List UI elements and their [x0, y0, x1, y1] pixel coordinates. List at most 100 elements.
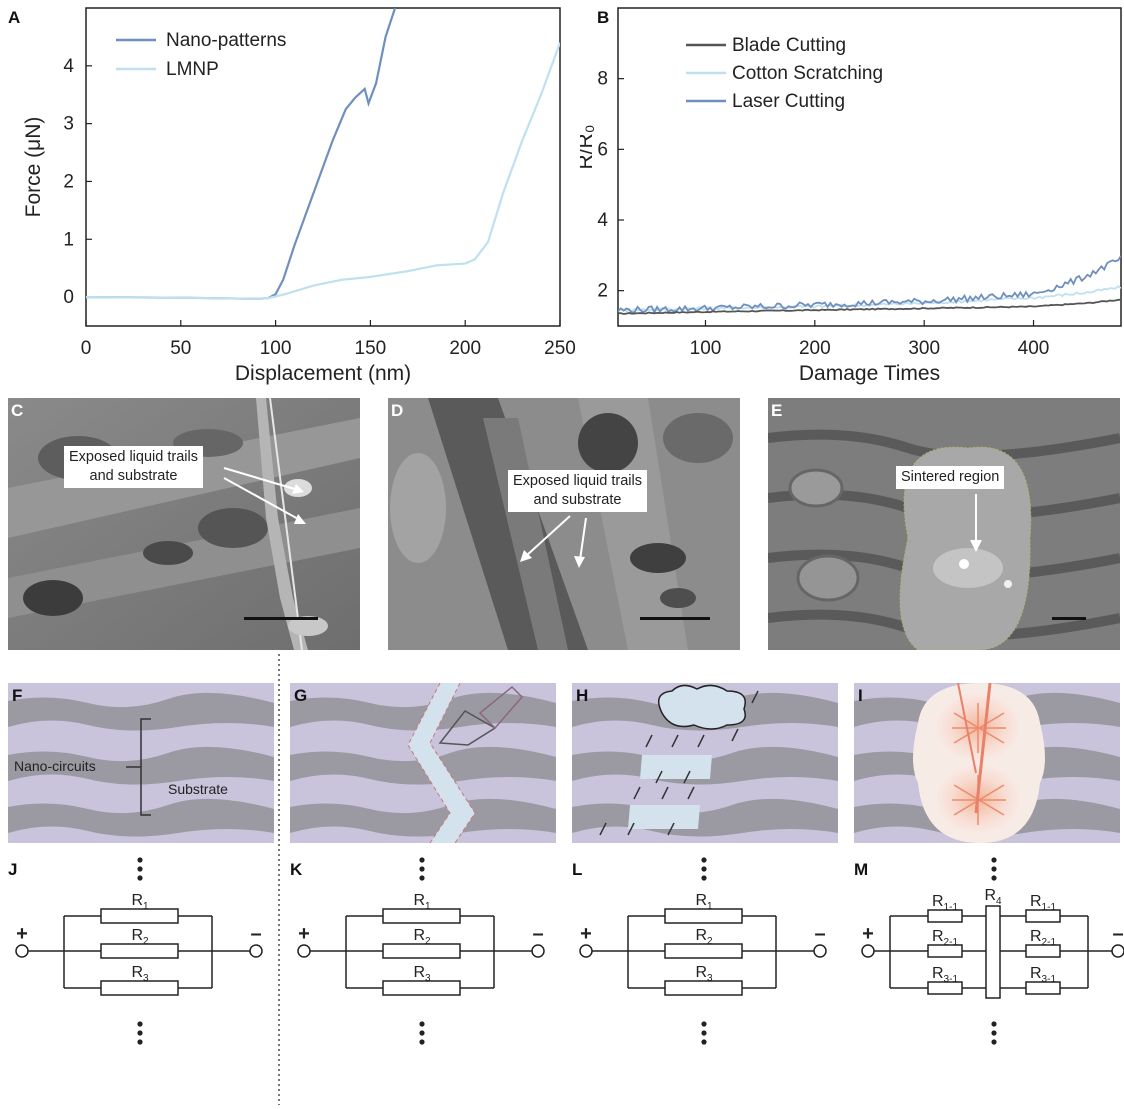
panel-label-m: M: [854, 860, 869, 879]
ellipsis-dots-bottom: [419, 1021, 425, 1027]
chart-a: 0 50 100 150 200 250 0 1 2 3 4 Displacement (nm) For…: [22, 7, 576, 385]
y-tick-label-a: 0: [63, 287, 74, 308]
ellipsis-dots-top: [701, 857, 707, 863]
schematic-f-stripes: [8, 692, 274, 837]
x-tick-label-b: 100: [690, 338, 722, 359]
micrograph-e-image: [768, 398, 1120, 650]
micrograph-e: Sintered region E: [768, 398, 1120, 650]
schematic-g: G: [290, 683, 556, 843]
schematic-i: I: [854, 683, 1120, 843]
ellipsis-dots-bottom: [137, 1030, 143, 1036]
terminal-positive: [297, 944, 311, 958]
y-axis-label-a: Force (μN): [22, 117, 45, 218]
dotted-divider: [278, 654, 280, 1105]
ellipsis-dots-bottom: [991, 1030, 997, 1036]
y-tick-label-b: 2: [597, 281, 608, 302]
ellipsis-dots-bottom: [419, 1030, 425, 1036]
x-tick-label-b: 300: [908, 338, 940, 359]
legend-label-b-0: Blade Cutting: [732, 35, 846, 56]
y-axis-label-b: R/R₀: [580, 125, 597, 170]
terminal-negative: [531, 944, 545, 958]
minus-sign: –: [814, 923, 825, 945]
minus-sign: –: [532, 923, 543, 945]
series-line-b-2: [618, 255, 1121, 315]
ellipsis-dots-bottom: [137, 1039, 143, 1045]
legend-label-b-2: Laser Cutting: [732, 91, 845, 112]
callout-c: Exposed liquid trails and substrate: [64, 446, 203, 488]
legend-label-a-1: LMNP: [166, 59, 219, 80]
resistor-right: [1025, 944, 1061, 958]
panel-label-h: H: [576, 686, 589, 705]
x-tick-label-a: 50: [170, 338, 191, 359]
x-tick-label-b: 400: [1018, 338, 1050, 359]
panel-label-l: L: [572, 860, 583, 879]
micrograph-c: Exposed liquid trails and substrate C: [8, 398, 360, 650]
schematic-i-image: [854, 683, 1120, 843]
ellipsis-dots-top: [137, 875, 143, 881]
panel-label-c: C: [11, 401, 24, 420]
resistor-center: [985, 905, 1001, 999]
resistor-left: [927, 981, 963, 995]
resistor-left: [927, 944, 963, 958]
ellipsis-dots-top: [419, 875, 425, 881]
circuit-k: R1 R2 R3 + –: [290, 848, 556, 1048]
resistor: [664, 943, 743, 959]
substrate-label: Substrate: [168, 781, 228, 797]
plot-frame-a: [85, 7, 561, 327]
circuit-j: R1 R2 R3 + –: [8, 848, 274, 1048]
circuit-m: R1-1 R1-1 R2-1 R2-1 R3-1 R3-1 R4 + –: [854, 848, 1124, 1048]
callout-e: Sintered region: [896, 466, 1005, 489]
x-tick-label-a: 200: [449, 338, 481, 359]
callout-e-arrow: [970, 494, 982, 552]
panel-label-d: D: [391, 401, 404, 420]
legend-label-a-0: Nano-patterns: [166, 30, 286, 51]
ellipsis-dots-bottom: [701, 1039, 707, 1045]
panel-label-k: K: [290, 860, 303, 879]
resistor: [100, 943, 179, 959]
x-tick-label-a: 100: [260, 338, 292, 359]
y-tick-label-b: 4: [597, 210, 608, 231]
terminal-positive: [15, 944, 29, 958]
schematic-h-image: [572, 684, 838, 837]
panel-label-i: I: [858, 686, 863, 705]
y-tick-label-b: 8: [597, 69, 608, 90]
micrograph-d: Exposed liquid trails and substrate D: [388, 398, 740, 650]
x-tick-label-a: 250: [544, 338, 576, 359]
ellipsis-dots-top: [137, 857, 143, 863]
schematic-f: Nano-circuits Substrate F: [8, 683, 274, 843]
micrograph-d-image: [388, 398, 740, 650]
resistor-left: [927, 909, 963, 923]
series-line-a-1: [86, 42, 560, 300]
resistor: [382, 908, 461, 924]
terminal-positive: [861, 944, 875, 958]
terminal-negative: [813, 944, 827, 958]
terminal-positive: [579, 944, 593, 958]
resistor: [100, 980, 179, 996]
panel-label-b: B: [597, 8, 610, 27]
terminal-negative: [1111, 944, 1124, 958]
resistor: [382, 980, 461, 996]
ellipsis-dots-top: [419, 866, 425, 872]
resistor: [100, 908, 179, 924]
plus-sign: +: [580, 923, 592, 945]
nano-circuits-label: Nano-circuits: [14, 758, 96, 774]
x-axis-label-a: Displacement (nm): [235, 362, 411, 385]
callout-d-text: Exposed liquid trails and substrate: [513, 473, 642, 508]
callout-e-text: Sintered region: [901, 469, 1000, 485]
chart-b: 100 200 300 400 2 4 6 8 Damage Times R/R₀ Blade Cu…: [580, 7, 1122, 385]
panel-label-j: J: [8, 860, 18, 879]
terminal-negative: [249, 944, 263, 958]
panel-label-f: F: [12, 686, 23, 705]
x-tick-label-b: 200: [799, 338, 831, 359]
callout-d-arrows: [520, 515, 587, 568]
ellipsis-dots-top: [419, 857, 425, 863]
legend-label-b-1: Cotton Scratching: [732, 63, 883, 84]
y-tick-label-a: 4: [63, 56, 74, 77]
circuit-diagram-m: R1-1 R1-1R2-1 R2-1R3-1 R3-1R4+ –: [861, 857, 1124, 1045]
plus-sign: +: [862, 923, 874, 945]
ellipsis-dots-top: [991, 866, 997, 872]
ellipsis-dots-bottom: [701, 1030, 707, 1036]
ellipsis-dots-top: [701, 875, 707, 881]
